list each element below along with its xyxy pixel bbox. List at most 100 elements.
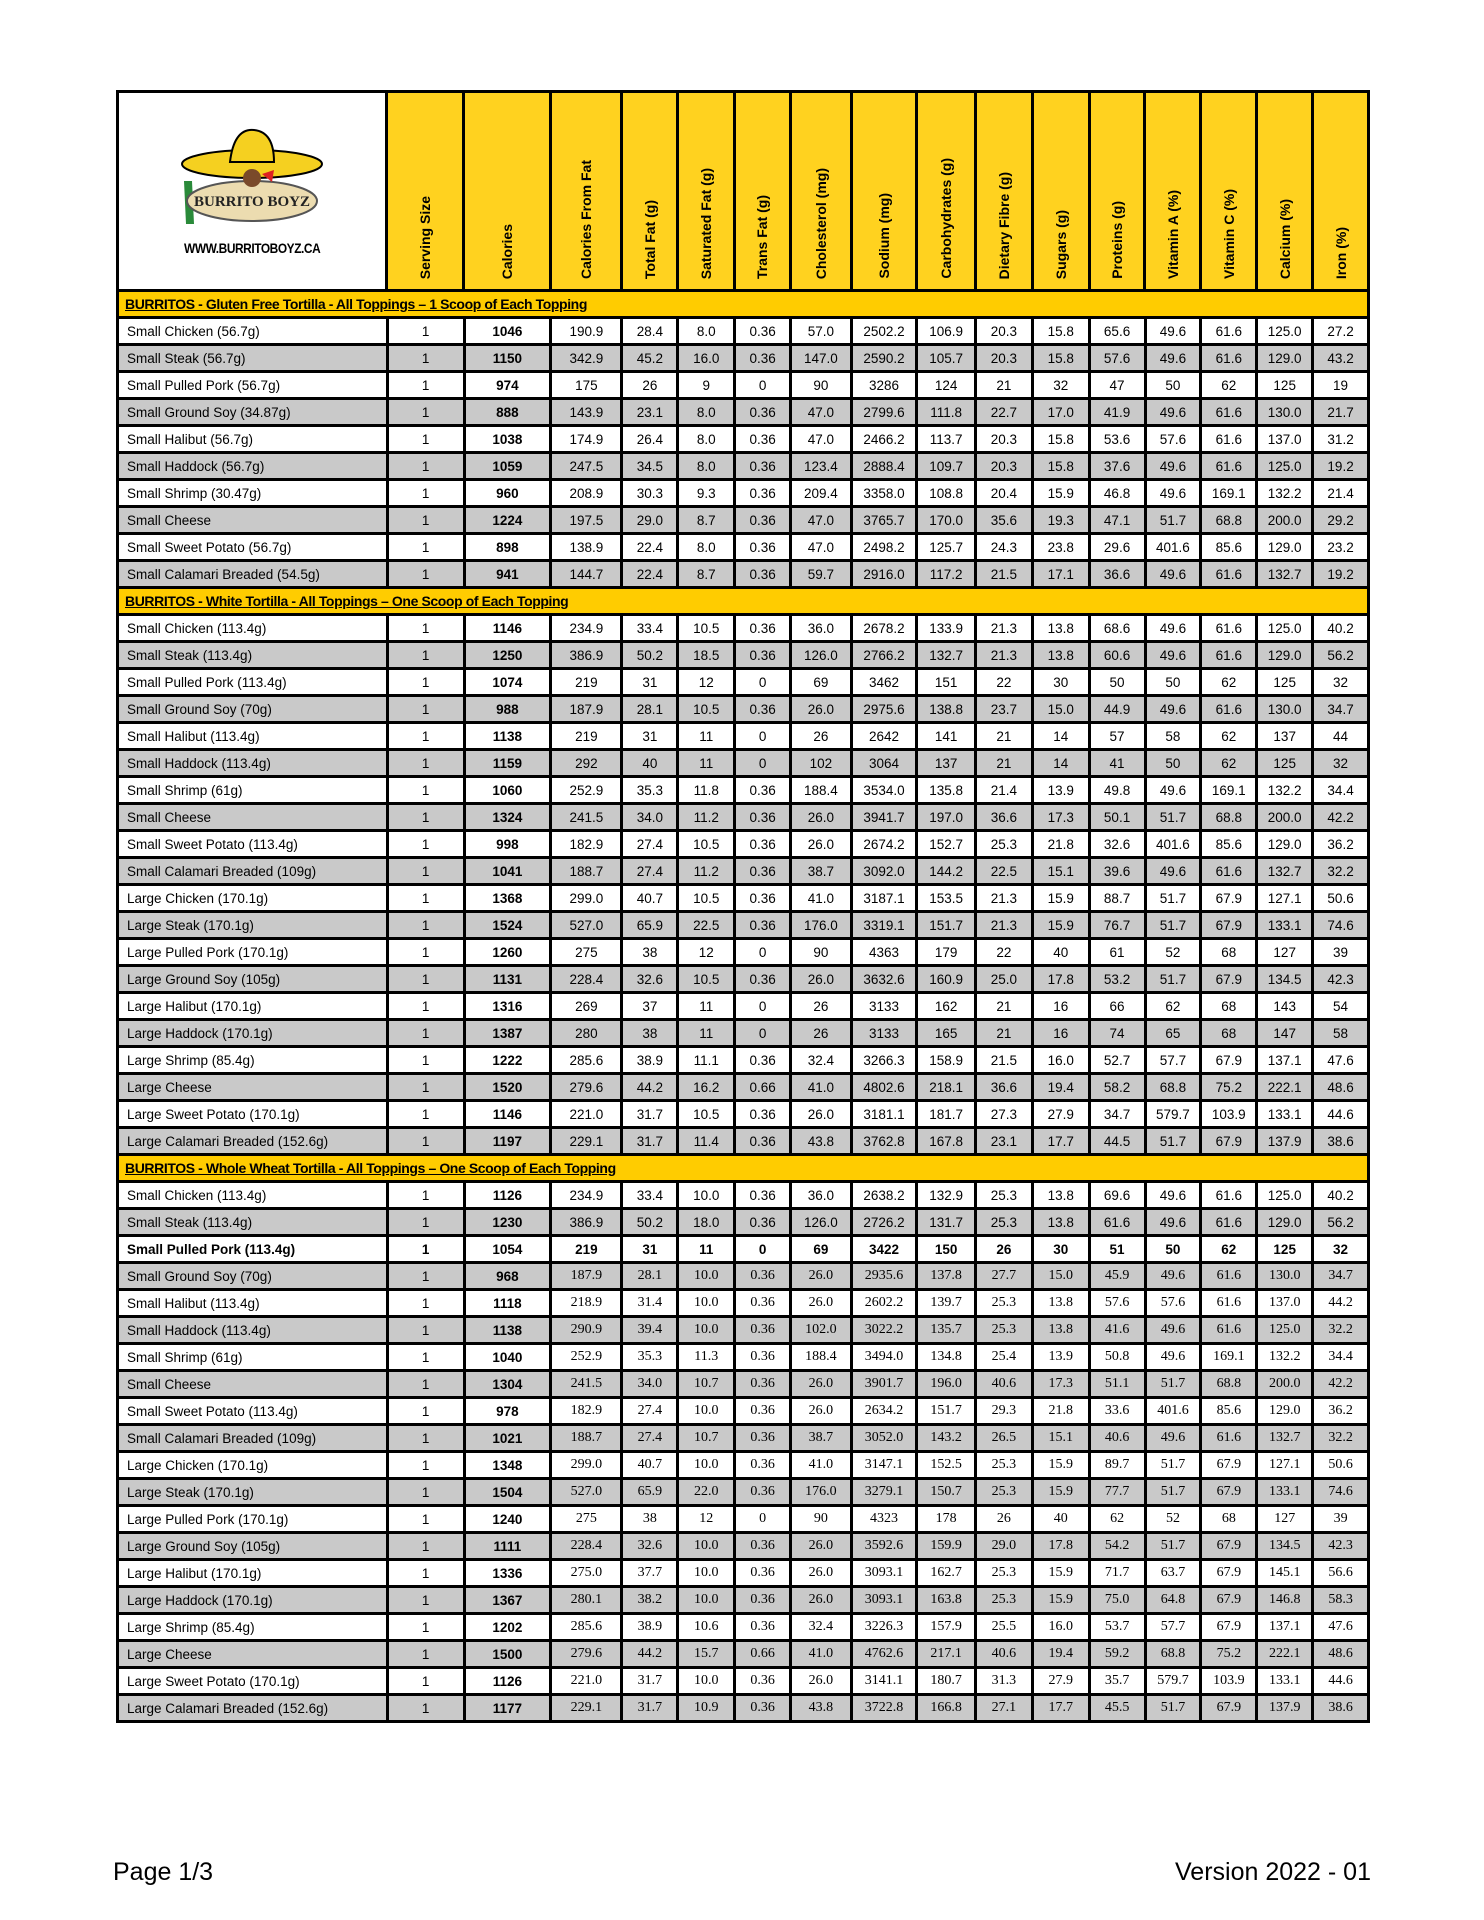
column-header-label: Calories (499, 223, 516, 279)
cell-trans-fat: 0.36 (736, 1696, 790, 1720)
cell-saturated-fat: 9 (679, 373, 734, 397)
item-name: Small Haddock (56.7g) (119, 454, 386, 478)
cell-total-fat: 50.2 (623, 1210, 677, 1234)
cell-sodium: 4762.6 (852, 1642, 916, 1666)
cell-trans-fat: 0.36 (736, 319, 790, 343)
cell-vitamin-c: 67.9 (1202, 967, 1256, 991)
cell-proteins: 49.8 (1090, 778, 1144, 802)
cell-calories: 1150 (465, 346, 550, 370)
cell-iron: 50.6 (1314, 1453, 1367, 1477)
cell-vitamin-a: 50 (1146, 670, 1200, 694)
cell-calories-from-fat: 221.0 (552, 1669, 621, 1693)
cell-vitamin-c: 68 (1202, 940, 1256, 964)
cell-cholesterol: 47.0 (792, 535, 850, 559)
cell-total-fat: 30.3 (623, 481, 677, 505)
cell-carbohydrates: 109.7 (918, 454, 974, 478)
cell-total-fat: 28.1 (623, 1264, 677, 1288)
cell-total-fat: 28.4 (623, 319, 677, 343)
table-row: Small Halibut (113.4g) 1 1118 218.9 31.4 10.0… (119, 1288, 1367, 1315)
cell-saturated-fat: 11 (679, 994, 734, 1018)
cell-calcium: 200.0 (1258, 508, 1312, 532)
cell-iron: 48.6 (1314, 1075, 1367, 1099)
cell-sodium: 2642 (852, 724, 916, 748)
cell-sodium: 3052.0 (852, 1426, 916, 1450)
cell-calories-from-fat: 218.9 (552, 1291, 621, 1315)
cell-calcium: 200.0 (1258, 1372, 1312, 1396)
cell-total-fat: 31.7 (623, 1696, 677, 1720)
cell-total-fat: 65.9 (623, 913, 677, 937)
cell-carbohydrates: 111.8 (918, 400, 974, 424)
cell-total-fat: 37 (623, 994, 677, 1018)
cell-calories: 974 (465, 373, 550, 397)
cell-calcium: 125.0 (1258, 616, 1312, 640)
cell-calories: 968 (465, 1264, 550, 1288)
cell-serving-size: 1 (388, 454, 463, 478)
cell-calories-from-fat: 386.9 (552, 1210, 621, 1234)
cell-calories: 1202 (465, 1615, 550, 1639)
column-header-calories: Calories (465, 93, 550, 289)
cell-iron: 42.3 (1314, 1534, 1367, 1558)
cell-calories-from-fat: 188.7 (552, 1426, 621, 1450)
cell-serving-size: 1 (388, 535, 463, 559)
cell-calories-from-fat: 269 (552, 994, 621, 1018)
cell-vitamin-a: 49.6 (1146, 481, 1200, 505)
cell-sodium: 2590.2 (852, 346, 916, 370)
table-row: Small Calamari Breaded (54.5g) 1 941 144.7 2… (119, 559, 1367, 586)
cell-carbohydrates: 137.8 (918, 1264, 974, 1288)
cell-iron: 56.2 (1314, 1210, 1367, 1234)
table-row: Small Cheese 1 1324 241.5 34.0 11.2 0.36 26.0 39… (119, 802, 1367, 829)
cell-calories: 1059 (465, 454, 550, 478)
cell-sodium: 3133 (852, 1021, 916, 1045)
cell-total-fat: 38.2 (623, 1588, 677, 1612)
cell-cholesterol: 26.0 (792, 1264, 850, 1288)
cell-sugars: 27.9 (1033, 1102, 1088, 1126)
item-name: Large Halibut (170.1g) (119, 1561, 386, 1585)
cell-serving-size: 1 (388, 859, 463, 883)
cell-calories-from-fat: 299.0 (552, 1453, 621, 1477)
cell-proteins: 74 (1090, 1021, 1144, 1045)
cell-sugars: 16 (1033, 994, 1088, 1018)
cell-serving-size: 1 (388, 1102, 463, 1126)
cell-vitamin-a: 51.7 (1146, 1696, 1200, 1720)
cell-trans-fat: 0 (736, 1237, 790, 1261)
cell-calories-from-fat: 386.9 (552, 643, 621, 667)
cell-serving-size: 1 (388, 1480, 463, 1504)
cell-trans-fat: 0.36 (736, 1210, 790, 1234)
cell-sodium: 3093.1 (852, 1561, 916, 1585)
cell-sodium: 3765.7 (852, 508, 916, 532)
cell-serving-size: 1 (388, 1507, 463, 1531)
cell-sodium: 3722.8 (852, 1696, 916, 1720)
cell-proteins: 57.6 (1090, 346, 1144, 370)
column-header-label: Vitamin C (%) (1220, 189, 1237, 279)
cell-total-fat: 31.7 (623, 1102, 677, 1126)
cell-serving-size: 1 (388, 508, 463, 532)
cell-carbohydrates: 152.7 (918, 832, 974, 856)
cell-calcium: 132.2 (1258, 1345, 1312, 1369)
item-name: Small Cheese (119, 805, 386, 829)
cell-iron: 19.2 (1314, 454, 1367, 478)
item-name: Small Ground Soy (70g) (119, 1264, 386, 1288)
table-row: Large Chicken (170.1g) 1 1348 299.0 40.7 10.0… (119, 1450, 1367, 1477)
cell-dietary-fibre: 25.3 (976, 1183, 1031, 1207)
cell-proteins: 68.6 (1090, 616, 1144, 640)
cell-serving-size: 1 (388, 1129, 463, 1153)
cell-iron: 42.2 (1314, 1372, 1367, 1396)
cell-proteins: 57 (1090, 724, 1144, 748)
cell-calories-from-fat: 228.4 (552, 1534, 621, 1558)
cell-serving-size: 1 (388, 1426, 463, 1450)
cell-carbohydrates: 133.9 (918, 616, 974, 640)
cell-sugars: 14 (1033, 751, 1088, 775)
cell-calories: 978 (465, 1399, 550, 1423)
cell-vitamin-c: 61.6 (1202, 1426, 1256, 1450)
cell-carbohydrates: 179 (918, 940, 974, 964)
item-name: Small Steak (113.4g) (119, 1210, 386, 1234)
cell-trans-fat: 0.36 (736, 346, 790, 370)
cell-proteins: 47.1 (1090, 508, 1144, 532)
cell-calcium: 127.1 (1258, 886, 1312, 910)
cell-calories-from-fat: 527.0 (552, 913, 621, 937)
cell-calories: 1197 (465, 1129, 550, 1153)
cell-dietary-fibre: 25.3 (976, 1453, 1031, 1477)
cell-calories: 1500 (465, 1642, 550, 1666)
table-row: Large Sweet Potato (170.1g) 1 1126 221.0 31.… (119, 1666, 1367, 1693)
table-row: Small Shrimp (30.47g) 1 960 208.9 30.3 9.3 0.3… (119, 478, 1367, 505)
